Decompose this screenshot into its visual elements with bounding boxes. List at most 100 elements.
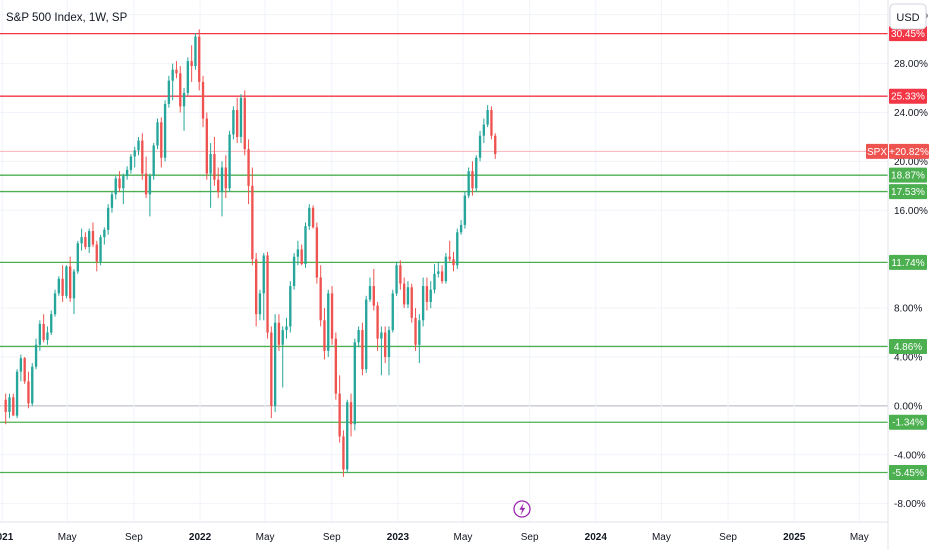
candle (486, 105, 489, 128)
candle (232, 106, 235, 140)
candle (433, 264, 436, 294)
candle-body (440, 271, 444, 282)
candle-body (467, 171, 470, 196)
candle (395, 261, 398, 296)
candle-body (319, 277, 322, 321)
candle (357, 326, 360, 348)
time-axis-tick-label: May (256, 532, 275, 543)
candle-body (190, 61, 193, 67)
candle (410, 283, 413, 323)
lightning-icon-bolt[interactable] (519, 502, 526, 516)
candle (133, 146, 136, 168)
candle (452, 251, 455, 272)
candle (266, 251, 269, 339)
candle-body (228, 134, 231, 189)
candle (315, 222, 319, 284)
candle (171, 63, 174, 101)
candle-body (65, 266, 68, 296)
candle (144, 156, 148, 199)
candle (198, 29, 201, 91)
candle (50, 310, 53, 335)
candle (437, 261, 440, 278)
candle-body (129, 156, 133, 170)
candle (239, 94, 243, 144)
candle (323, 308, 326, 360)
candle-body (425, 286, 429, 302)
candle-body (456, 232, 459, 266)
candle (4, 393, 7, 425)
candle (365, 295, 368, 373)
candle-body (376, 305, 379, 339)
candle-body (296, 249, 300, 257)
candle (190, 45, 193, 82)
level-tag-label: 25.33% (891, 92, 925, 103)
currency-button[interactable]: USD (889, 3, 927, 30)
lightning-icon[interactable] (513, 500, 531, 518)
level-tag-label: -5.45% (892, 468, 924, 479)
candle-body (152, 145, 155, 177)
level-tag-box (889, 464, 927, 480)
candle-body (304, 226, 307, 265)
candle-body (198, 36, 201, 82)
candle (425, 277, 429, 311)
candle-body (106, 207, 110, 230)
candle (421, 277, 425, 327)
candle (118, 171, 121, 192)
candle-body (50, 314, 53, 333)
candle-body (308, 207, 311, 227)
support-level-tag: -5.45% (889, 464, 927, 480)
candle-body (384, 332, 387, 357)
candle (376, 301, 379, 351)
price-axis-tick-label: 16.00% (894, 206, 928, 217)
candle (163, 100, 167, 162)
candle (42, 314, 45, 343)
time-axis-tick-label: May (454, 532, 473, 543)
candle-body (76, 243, 79, 272)
candle (349, 393, 353, 437)
candle-body (437, 271, 440, 274)
candle-body (160, 122, 163, 158)
candle-body (125, 169, 129, 177)
candle (160, 117, 163, 168)
currency-button-frame[interactable] (889, 3, 927, 30)
candle (38, 320, 42, 351)
candle-body (406, 287, 410, 305)
candle (448, 240, 451, 262)
candle (262, 253, 265, 321)
candle (125, 166, 129, 180)
candle (372, 268, 375, 311)
current-price-tag: SPX +20.82% (866, 143, 929, 159)
candle-body (273, 322, 277, 406)
candle (175, 61, 178, 79)
level-tag-box (889, 254, 927, 270)
candle (194, 33, 197, 70)
candle-body (338, 393, 341, 437)
level-tag-label: 11.74% (891, 258, 924, 269)
candle-body (254, 259, 258, 315)
candle (254, 253, 258, 327)
candle-body (201, 81, 205, 119)
candle (285, 317, 288, 339)
price-axis-tick-label: -8.00% (894, 499, 926, 510)
candle (8, 393, 11, 419)
candle-body (327, 293, 330, 351)
candle-body (122, 176, 125, 189)
price-axis-tick-label: -4.00% (894, 450, 926, 461)
candle-body (311, 207, 315, 228)
time-axis-tick-label: 2022 (189, 532, 212, 543)
candle-body (8, 397, 11, 412)
price-axis-tick-label: 20.00% (894, 157, 928, 168)
candle-body (133, 150, 136, 157)
candle (281, 326, 284, 388)
candle (95, 240, 98, 272)
candle (99, 234, 102, 266)
candle (251, 167, 254, 266)
candle-body (95, 244, 98, 262)
time-axis-tick-label: Sep (521, 532, 539, 543)
candle-body (277, 322, 281, 345)
current-value-tag-label: +20.82% (889, 147, 929, 158)
time-axis[interactable]: 2021 May Sep 2022 May Sep 2023 May Sep 2024 May Sep… (0, 532, 869, 543)
candle (80, 228, 83, 251)
currency-button-label[interactable]: USD (896, 12, 919, 24)
candle-body (34, 344, 38, 367)
